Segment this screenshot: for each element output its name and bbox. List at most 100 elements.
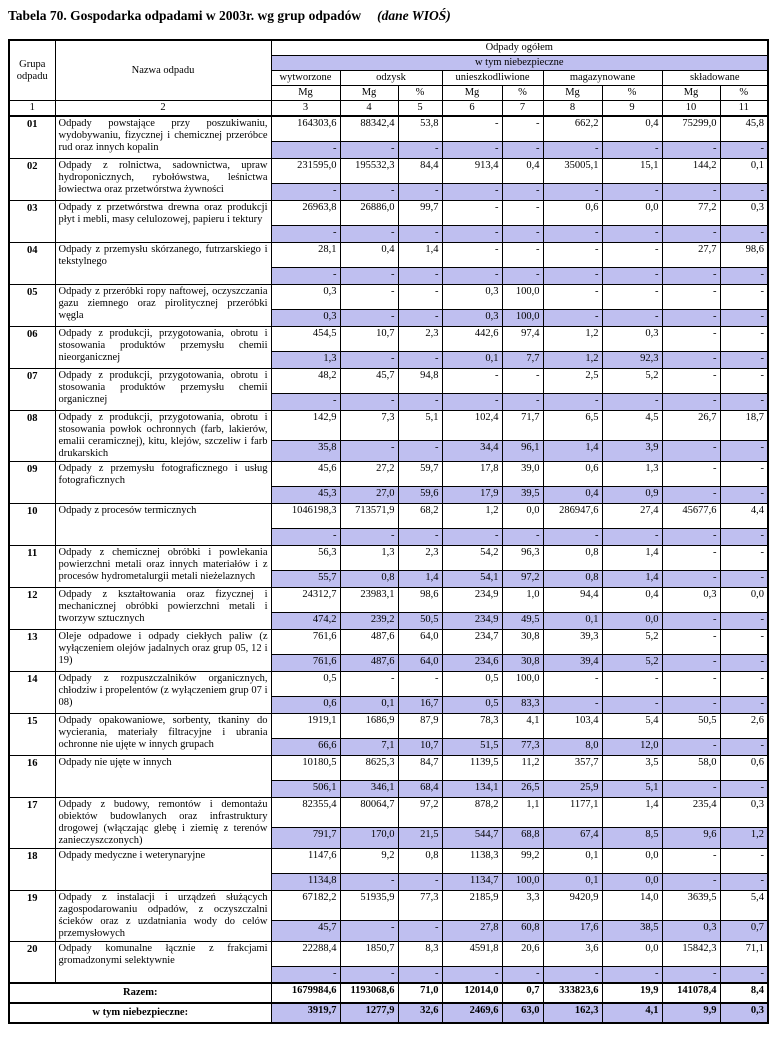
group-code-cell: 06 — [8, 325, 56, 369]
total-value-cell: 1686,9 — [339, 712, 399, 739]
total-value-cell: 27,7 — [661, 241, 721, 268]
hazardous-value-cell: 45,3 — [270, 485, 341, 504]
header-category-neutralized: unieszkodliwione — [441, 70, 544, 86]
totals-value-cell: 8,4 — [719, 982, 769, 1004]
group-code-cell: 11 — [8, 544, 56, 588]
total-value-cell: 103,4 — [542, 712, 603, 739]
total-value-cell: - — [661, 628, 721, 655]
hazardous-value-cell: - — [719, 224, 769, 243]
total-value-cell: 59,7 — [397, 460, 443, 487]
hazardous-value-cell: 60,8 — [501, 919, 544, 942]
total-value-cell: 26,7 — [661, 409, 721, 441]
total-value-cell: - — [661, 670, 721, 697]
hazardous-value-cell: 506,1 — [270, 779, 341, 798]
total-value-cell: - — [501, 199, 544, 226]
header-category-recovery: odzysk — [339, 70, 443, 86]
total-value-cell: - — [601, 241, 663, 268]
group-code-cell: 18 — [8, 847, 56, 891]
total-value-cell: 68,2 — [397, 502, 443, 529]
total-value-cell: - — [542, 283, 603, 310]
total-value-cell: - — [601, 283, 663, 310]
group-code-cell: 12 — [8, 586, 56, 630]
hazardous-value-cell: - — [661, 569, 721, 588]
table-body: 01 Odpady powstające przy poszukiwaniu, … — [8, 115, 769, 984]
group-row-total: 04 Odpady z przemysłu skórzanego, futrza… — [8, 241, 769, 285]
hazardous-value-cell: 8,5 — [601, 826, 663, 849]
total-value-cell: - — [339, 283, 399, 310]
hazardous-value-cell: - — [719, 611, 769, 630]
total-value-cell: - — [397, 670, 443, 697]
group-name-cell: Odpady medyczne i weterynaryjne — [54, 847, 272, 891]
hazardous-value-cell: - — [339, 392, 399, 411]
total-value-cell: 39,0 — [501, 460, 544, 487]
hazardous-totals-value-cell: 3919,7 — [270, 1002, 341, 1024]
hazardous-value-cell: - — [270, 182, 341, 201]
hazardous-value-cell: 170,0 — [339, 826, 399, 849]
group-row-total: 11 Odpady z chemicznej obróbki i powleka… — [8, 544, 769, 588]
group-row-hazardous: 1,3 - - 0,1 7,7 1,2 92,3 - - — [9, 350, 769, 369]
hazardous-value-cell: 100,0 — [501, 872, 544, 891]
hazardous-value-cell: - — [661, 350, 721, 369]
totals-value-cell: 141078,4 — [661, 982, 721, 1004]
hazardous-value-cell: 35,8 — [270, 439, 341, 462]
totals-value-cell: 333823,6 — [542, 982, 603, 1004]
column-number: 6 — [441, 100, 503, 117]
group-row-hazardous: 45,3 27,0 59,6 17,9 39,5 0,4 0,9 - - — [9, 485, 769, 504]
hazardous-value-cell: - — [542, 308, 603, 327]
total-value-cell: 0,4 — [501, 157, 544, 184]
hazardous-value-cell: 34,4 — [441, 439, 503, 462]
total-value-cell: 26963,8 — [270, 199, 341, 226]
total-value-cell: 3639,5 — [661, 889, 721, 921]
group-code-cell: 08 — [8, 409, 56, 462]
total-value-cell: 5,4 — [719, 889, 769, 921]
column-number: 4 — [339, 100, 399, 117]
header-category-generated: wytworzone — [270, 70, 341, 86]
hazardous-value-cell: - — [661, 737, 721, 756]
total-value-cell: 235,4 — [661, 796, 721, 828]
total-value-cell: 454,5 — [270, 325, 341, 352]
hazardous-value-cell: 0,7 — [719, 919, 769, 942]
group-row-total: 18 Odpady medyczne i weterynaryjne 1147,… — [8, 847, 769, 891]
total-value-cell: 39,3 — [542, 628, 603, 655]
hazardous-value-cell: - — [601, 695, 663, 714]
total-value-cell: 2,6 — [719, 712, 769, 739]
hazardous-value-cell: 761,6 — [270, 653, 341, 672]
total-value-cell: 6,5 — [542, 409, 603, 441]
hazardous-value-cell: - — [397, 872, 443, 891]
hazardous-value-cell: 0,3 — [270, 308, 341, 327]
hazardous-value-cell: - — [397, 527, 443, 546]
hazardous-value-cell: - — [601, 224, 663, 243]
header-unit: % — [501, 85, 544, 101]
hazardous-value-cell: 97,2 — [501, 569, 544, 588]
group-code-cell: 16 — [8, 754, 56, 798]
hazardous-value-cell: - — [719, 779, 769, 798]
total-value-cell: 100,0 — [501, 670, 544, 697]
total-value-cell: 77,3 — [397, 889, 443, 921]
total-value-cell: 0,3 — [719, 199, 769, 226]
total-value-cell: - — [719, 460, 769, 487]
group-code-cell: 14 — [8, 670, 56, 714]
group-name-cell: Odpady z produkcji, przygotowania, obrot… — [54, 367, 272, 411]
group-row-total: 05 Odpady z przeróbki ropy naftowej, ocz… — [8, 283, 769, 327]
hazardous-value-cell: - — [339, 439, 399, 462]
total-value-cell: 0,1 — [719, 157, 769, 184]
group-code-cell: 01 — [8, 115, 56, 159]
total-value-cell: 10,7 — [339, 325, 399, 352]
group-row-total: 09 Odpady z przemysłu fotograficznego i … — [8, 460, 769, 504]
total-value-cell: 100,0 — [501, 283, 544, 310]
group-row-hazardous: 506,1 346,1 68,4 134,1 26,5 25,9 5,1 - - — [9, 779, 769, 798]
total-value-cell: 3,3 — [501, 889, 544, 921]
total-value-cell: 45677,6 — [661, 502, 721, 529]
table-title-text: Tabela 70. Gospodarka odpadami w 2003r. … — [8, 8, 362, 23]
group-name-cell: Odpady komunalne łącznie z frakcjami gro… — [54, 940, 272, 984]
hazardous-value-cell: 0,1 — [339, 695, 399, 714]
hazardous-value-cell: - — [601, 527, 663, 546]
total-value-cell: 26886,0 — [339, 199, 399, 226]
group-row-total: 08 Odpady z produkcji, przygotowania, ob… — [8, 409, 769, 462]
group-row-total: 07 Odpady z produkcji, przygotowania, ob… — [8, 367, 769, 411]
hazardous-value-cell: - — [661, 779, 721, 798]
hazardous-value-cell: - — [601, 266, 663, 285]
group-row-total: 01 Odpady powstające przy poszukiwaniu, … — [8, 115, 769, 159]
group-row-hazardous: - - - - - - - - - — [9, 182, 769, 201]
